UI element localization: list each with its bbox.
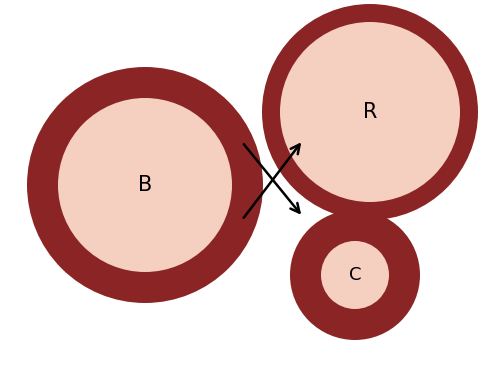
Circle shape xyxy=(280,22,460,202)
Text: R: R xyxy=(363,102,377,122)
Circle shape xyxy=(58,98,232,272)
Circle shape xyxy=(262,4,478,220)
Text: B: B xyxy=(138,175,152,195)
Circle shape xyxy=(27,67,263,303)
Circle shape xyxy=(321,241,389,309)
Text: C: C xyxy=(349,266,361,284)
Circle shape xyxy=(290,210,420,340)
